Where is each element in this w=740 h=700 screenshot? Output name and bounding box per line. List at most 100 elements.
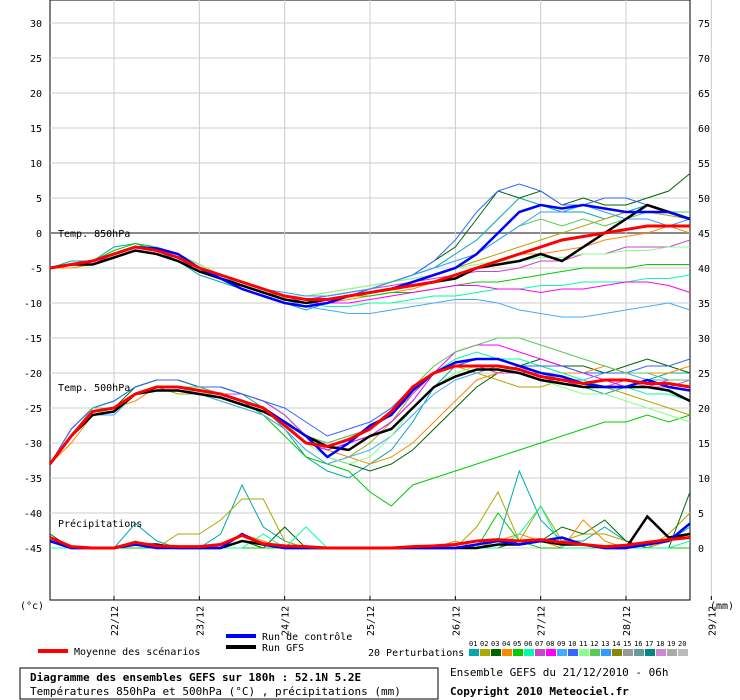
perturbation-id: 17: [645, 640, 653, 648]
left-tick-label: -30: [24, 439, 42, 450]
panel-label-precip: Précipitations: [58, 518, 142, 530]
footer-subtitle: Températures 850hPa et 500hPa (°C) , pré…: [30, 685, 401, 698]
perturbation-swatch: [667, 649, 677, 656]
left-unit: (°c): [20, 601, 44, 612]
perturbation-swatch: [469, 649, 479, 656]
x-tick-label: 28/12: [622, 606, 633, 636]
left-tick-label: -35: [24, 474, 42, 485]
perturbation-swatch: [524, 649, 534, 656]
mean-line: [49, 533, 691, 550]
perturbation-line: [49, 246, 690, 297]
legend-perturbations-label: 20 Perturbations: [368, 648, 464, 659]
right-tick-label: 50: [698, 194, 710, 205]
left-tick-label: 30: [30, 19, 42, 30]
right-tick-label: 45: [698, 229, 710, 240]
x-tick-label: 24/12: [281, 606, 292, 636]
gfs-line: [49, 368, 691, 465]
right-tick-label: 65: [698, 89, 710, 100]
left-tick-label: 20: [30, 89, 42, 100]
left-tick-label: 25: [30, 54, 42, 65]
x-tick-label: 29/12: [707, 606, 718, 636]
right-tick-label: 60: [698, 124, 710, 135]
footer-box: [19, 667, 439, 700]
perturbation-swatch: [623, 649, 633, 656]
perturbation-swatch: [535, 649, 545, 656]
perturbation-id: 09: [557, 640, 565, 648]
perturbation-swatch: [557, 649, 567, 656]
x-tick-label: 23/12: [195, 606, 206, 636]
right-tick-label: 20: [698, 404, 710, 415]
perturbation-swatch: [612, 649, 622, 656]
perturbation-id: 16: [634, 640, 642, 648]
left-tick-label: -15: [24, 334, 42, 345]
perturbation-id: 01: [469, 640, 477, 648]
legend-control-label: Run de contrôle: [262, 631, 352, 643]
perturbation-swatch: [480, 649, 490, 656]
left-tick-label: 10: [30, 159, 42, 170]
perturbation-id: 05: [513, 640, 521, 648]
right-tick-label: 35: [698, 299, 710, 310]
left-tick-label: -45: [24, 544, 42, 555]
perturbation-swatch: [502, 649, 512, 656]
perturbation-id: 03: [491, 640, 499, 648]
mean-line: [49, 224, 690, 301]
left-tick-label: -10: [24, 299, 42, 310]
perturbation-id: 18: [656, 640, 664, 648]
footer-copyright: Copyright 2010 Meteociel.fr: [450, 685, 629, 698]
x-tick-label: 22/12: [110, 606, 121, 636]
perturbation-swatch: [645, 649, 655, 656]
left-tick-label: 15: [30, 124, 42, 135]
right-tick-label: 75: [698, 19, 710, 30]
series-lines: [48, 173, 691, 550]
right-tick-label: 30: [698, 334, 710, 345]
right-tick-label: 70: [698, 54, 710, 65]
perturbation-id: 15: [623, 640, 631, 648]
perturbation-swatch: [678, 649, 688, 656]
perturbation-id: 08: [546, 640, 554, 648]
left-tick-label: 5: [36, 194, 42, 205]
mean-line: [48, 364, 691, 465]
perturbation-swatches: 01 02 03 04 05 06 07 08 09 10 11 12 13 14 15 16 17 18 19 20: [469, 640, 688, 656]
perturbation-id: 12: [590, 640, 598, 648]
perturbation-id: 02: [480, 640, 488, 648]
x-tick-label: 25/12: [366, 606, 377, 636]
perturbation-swatch: [491, 649, 501, 656]
perturbation-swatch: [634, 649, 644, 656]
right-unit: (mm): [710, 601, 734, 612]
perturbation-swatch: [568, 649, 578, 656]
legend-gfs-label: Run GFS: [262, 643, 304, 654]
perturbation-id: 07: [535, 640, 543, 648]
perturbation-swatch: [513, 649, 523, 656]
perturbation-swatch: [579, 649, 589, 656]
left-tick-label: -20: [24, 369, 42, 380]
left-tick-label: -5: [30, 264, 42, 275]
legend-mean-label: Moyenne des scénarios: [74, 646, 200, 658]
panel-label-500: Temp. 500hPa: [58, 383, 130, 394]
left-tick-label: 0: [36, 229, 42, 240]
perturbation-id: 11: [579, 640, 587, 648]
right-tick-label: 55: [698, 159, 710, 170]
right-tick-label: 25: [698, 369, 710, 380]
right-tick-label: 10: [698, 474, 710, 485]
footer-title: Diagramme des ensembles GEFS sur 180h : …: [30, 671, 361, 684]
perturbation-swatch: [590, 649, 600, 656]
perturbation-id: 20: [678, 640, 686, 648]
perturbation-id: 06: [524, 640, 532, 648]
left-tick-label: -40: [24, 509, 42, 520]
footer-run: Ensemble GEFS du 21/12/2010 - 06h: [450, 666, 669, 679]
x-tick-label: 26/12: [451, 606, 462, 636]
perturbation-swatch: [656, 649, 666, 656]
right-tick-label: 0: [698, 544, 704, 555]
perturbation-id: 14: [612, 640, 620, 648]
left-tick-label: -25: [24, 404, 42, 415]
perturbation-swatch: [601, 649, 611, 656]
perturbation-id: 04: [502, 640, 510, 648]
right-tick-label: 15: [698, 439, 710, 450]
right-tick-label: 5: [698, 509, 704, 520]
panel-label-850: Temp. 850hPa: [58, 229, 130, 240]
right-tick-label: 40: [698, 264, 710, 275]
perturbation-id: 19: [667, 640, 675, 648]
perturbation-line: [49, 358, 691, 465]
